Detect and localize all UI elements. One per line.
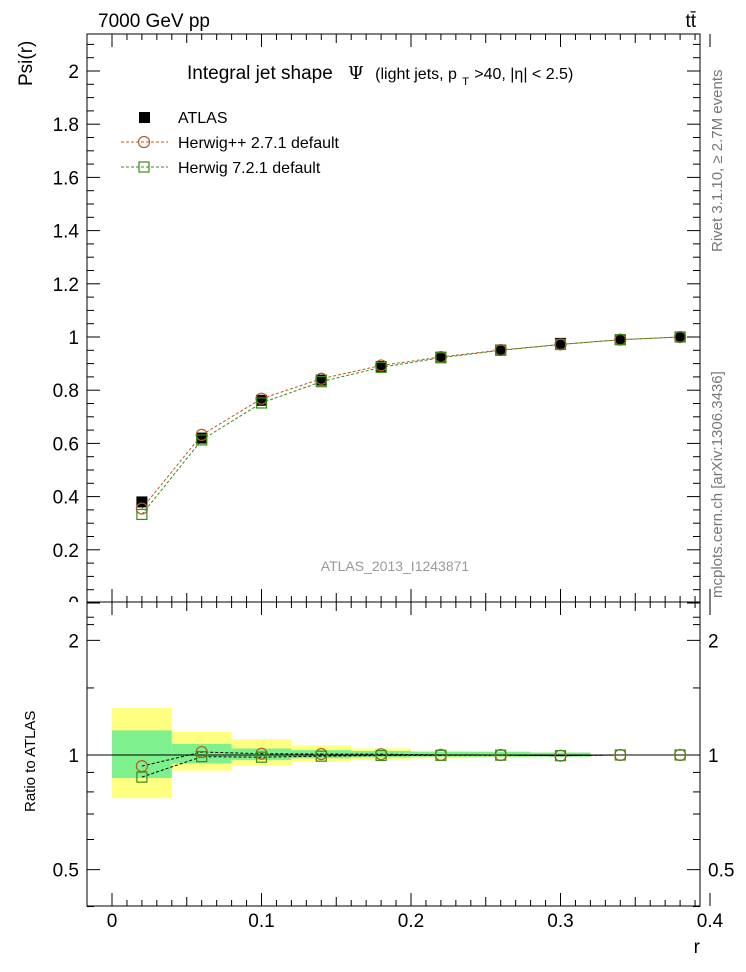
herwig7-ratio-point	[255, 751, 268, 763]
herwig7-ratio-line	[141, 754, 681, 778]
herwig7-point	[315, 376, 327, 388]
herwig7-ratio-point	[136, 771, 148, 783]
atlas-point	[196, 432, 208, 444]
herwig7-ratio-point	[495, 749, 507, 761]
herwig7-point	[255, 397, 268, 409]
y-tick-label: 1.4	[53, 222, 80, 243]
ratio-stat-band	[411, 751, 471, 757]
y-tick-label: 2	[68, 62, 79, 83]
herwig7-line	[141, 336, 681, 515]
herwig7-point	[435, 352, 447, 364]
atlas-point	[256, 394, 267, 406]
y-tick-label: 0.4	[53, 488, 80, 509]
x-tick-label: 0.1	[248, 911, 274, 932]
legend-label-herwigpp: Herwig++ 2.7.1 default	[178, 135, 340, 152]
chart-title-main: Integral jet shape	[187, 63, 333, 84]
y-tick-label: 0.6	[53, 434, 79, 455]
legend: ATLAS Herwig++ 2.7.1 default Herwig 7.2.…	[121, 110, 340, 177]
energy-label: 7000 GeV pp	[98, 11, 210, 32]
ratio-plot-panel: 0.5 0.51 12 2 0 0.1 0.2 0.3 0.4 Ratio to ATLAS …	[22, 601, 734, 958]
y-tick-label: 0.2	[53, 541, 79, 562]
atlas-point	[315, 374, 327, 386]
y-tick-label: 1	[68, 328, 79, 349]
x-tick-label: 0.2	[398, 911, 424, 932]
atlas-point	[375, 361, 387, 373]
ratio-stat-band	[112, 730, 172, 779]
x-tick-label: 0	[107, 911, 118, 932]
herwigpp-point	[135, 502, 148, 515]
x-tick-label: 0.3	[547, 911, 573, 932]
ratio-tick-label-right: 0.5	[708, 861, 734, 882]
herwig7-ratio-point	[435, 749, 447, 761]
atlas-point	[136, 496, 148, 508]
herwig7-ratio-point	[614, 749, 626, 761]
legend-marker-atlas	[139, 112, 150, 123]
main-plot-panel: 0 0.2 0.4 0.6 0.8 1 1.2 1.4 1.6 1.8 2 Psi(r) Integ…	[16, 33, 711, 615]
atlas-point	[495, 344, 507, 356]
x-tick-label: 0.4	[697, 911, 724, 932]
herwig7-ratio-point	[315, 750, 327, 762]
herwig7-point	[495, 344, 507, 356]
herwig7-point	[196, 434, 208, 446]
y-tick-label: 0	[68, 594, 79, 615]
legend-marker-herwig7	[138, 161, 150, 173]
herwig7-point	[614, 334, 626, 346]
analysis-label: ATLAS_2013_I1243871	[321, 558, 470, 574]
ratio-tick-label-right: 2	[708, 631, 719, 652]
atlas-point	[435, 351, 447, 363]
rivet-label: Rivet 3.1.10, ≥ 2.7M events	[709, 70, 726, 253]
ratio-plot-frame	[86, 601, 701, 907]
ratio-stat-band	[171, 743, 232, 764]
y-tick-label: 1.8	[53, 115, 79, 136]
herwig7-ratio-point	[375, 749, 387, 762]
ratio-stat-band	[231, 748, 292, 761]
chart-title: Integral jet shape Ψ (light jets, p T >4…	[187, 63, 573, 90]
ratio-tick-label-right: 1	[708, 746, 719, 767]
mcplots-label: mcplots.cern.ch [arXiv:1306.3436]	[709, 371, 726, 598]
atlas-point	[674, 331, 686, 343]
x-axis-label: r	[694, 937, 701, 958]
chart-title-detail: (light jets, p	[375, 66, 457, 83]
herwig7-point	[554, 338, 567, 351]
y-tick-label: 1.2	[53, 275, 79, 296]
y-tick-label: 1.6	[53, 168, 79, 189]
ratio-tick-label: 2	[68, 631, 79, 652]
atlas-point	[614, 334, 626, 346]
herwig7-point	[375, 361, 387, 373]
chart-title-subscript: T	[462, 76, 469, 88]
ratio-y-axis-label: Ratio to ATLAS	[22, 711, 39, 812]
legend-label-herwig7: Herwig 7.2.1 default	[178, 160, 321, 177]
process-label: tt̄	[685, 11, 696, 32]
atlas-point	[555, 337, 566, 349]
legend-marker-herwigpp	[137, 135, 151, 149]
chart-title-rest: >40, |η| < 2.5)	[474, 66, 573, 83]
y-tick-label: 0.8	[53, 381, 79, 402]
legend-label-atlas: ATLAS	[178, 110, 228, 127]
herwig7-ratio-point	[196, 751, 208, 763]
herwig7-ratio-point	[674, 749, 686, 761]
y-axis-label: Psi(r)	[16, 41, 37, 86]
ratio-stat-band	[470, 751, 531, 757]
herwig7-point	[136, 508, 148, 521]
herwig7-ratio-point	[554, 750, 567, 762]
herwig7-point	[674, 331, 686, 343]
ratio-tick-label: 1	[68, 746, 79, 767]
chart-title-symbol: Ψ	[348, 63, 364, 84]
ratio-tick-label: 0.5	[53, 861, 79, 882]
